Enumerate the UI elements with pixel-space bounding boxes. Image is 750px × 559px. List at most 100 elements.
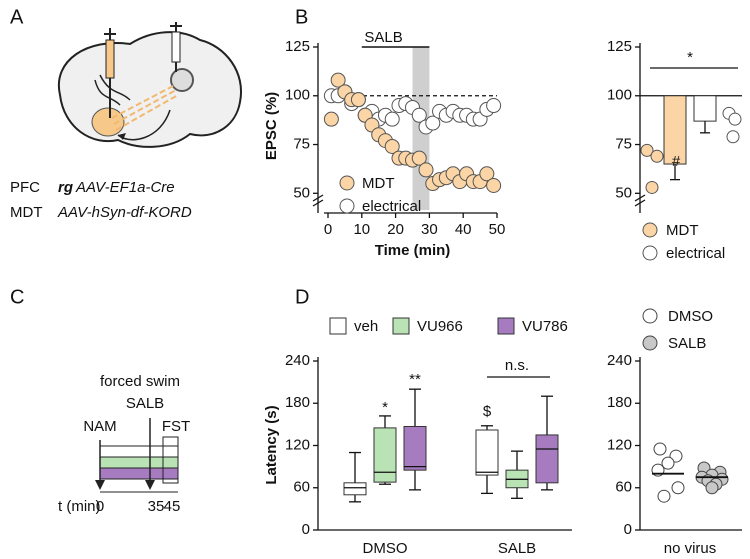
legend-marker [329,317,347,335]
brain-schematic [57,22,243,148]
annotation: * [382,399,388,416]
data-point [640,143,654,157]
y-tick-label: 75 [615,135,632,152]
panel-label: B [295,6,308,28]
y-tick-label: 120 [285,436,310,453]
data-point [418,162,434,178]
legend-label: DMSO [668,308,713,325]
legend-label: MDT [362,175,395,192]
data-point [726,130,740,144]
data-point [645,180,659,194]
x-tick-label: 20 [387,221,404,238]
region-label: MDT [10,204,43,221]
time-tick: 45 [164,498,181,515]
time-tick: 0 [96,498,104,515]
data-point [728,112,742,126]
y-tick-label: 180 [607,394,632,411]
y-tick-label: 125 [285,38,310,55]
legend-label: VU966 [417,318,463,335]
data-point [411,107,427,123]
legend-marker [392,317,410,335]
construct-label: AAV-EF1a-Cre [75,179,175,196]
y-tick-label: 120 [607,436,632,453]
y-tick-label: 0 [302,521,310,538]
data-point [479,166,495,182]
treatment-label: SALB [364,29,402,46]
legend-marker [642,222,658,238]
axis-break [312,194,324,202]
data-point [705,481,719,495]
legend-label: VU786 [522,318,568,335]
x-axis-label: Time (min) [375,242,451,259]
legend-label: veh [354,318,378,335]
construct-prefix: rg [58,179,73,196]
legend-marker [497,317,515,335]
box [403,425,427,471]
construct-label: AAV-hSyn-df-KORD [57,204,192,221]
box [535,434,559,484]
legend-marker [642,335,658,351]
region-label: PFC [10,179,40,196]
bar [693,95,717,122]
annotation: # [672,153,681,170]
y-tick-label: 60 [293,479,310,496]
y-tick-label: 50 [615,184,632,201]
annotation: n.s. [505,357,529,374]
x-tick-label: 10 [353,221,370,238]
y-tick-label: 100 [607,87,632,104]
legend-marker [642,245,658,261]
data-point [425,115,441,131]
box [343,482,367,496]
data-point [653,442,667,456]
pretreat-label: NAM [83,418,116,435]
panel-label: A [10,6,24,28]
legend-label: SALB [668,335,706,352]
x-tick-label: DMSO [363,540,408,557]
x-tick-label: 40 [455,221,472,238]
y-axis-label: EPSC (%) [263,92,280,160]
box [373,427,397,483]
panel-label: C [10,286,24,308]
y-tick-label: 240 [285,352,310,369]
x-tick-label: no virus [664,540,717,557]
data-point [661,456,675,470]
data-point [384,138,400,154]
y-axis-label: Latency (s) [263,405,280,484]
legend-marker [642,308,658,324]
data-point [384,111,400,127]
y-tick-label: 75 [293,135,310,152]
x-tick-label: SALB [498,540,536,557]
y-tick-label: 240 [607,352,632,369]
x-tick-label: 0 [324,221,332,238]
legend-marker [339,198,355,214]
axis-break [312,199,324,207]
data-point [323,111,339,127]
axis-break [634,199,646,207]
test-label: FST [162,418,190,435]
y-tick-label: 100 [285,87,310,104]
x-tick-label: 30 [421,221,438,238]
annotation: $ [483,403,492,420]
time-label: t (min) [58,498,101,515]
y-tick-label: 60 [615,479,632,496]
legend-marker [339,175,355,191]
y-tick-label: 0 [624,521,632,538]
legend-label: electrical [666,245,725,262]
annotation: ** [409,371,421,388]
panel-label: D [295,286,309,308]
data-point [650,149,664,163]
data-point [671,481,685,495]
drug-label: SALB [126,395,164,412]
y-tick-label: 50 [293,184,310,201]
data-point [486,98,502,114]
annotation: * [687,49,693,66]
data-point [486,177,502,193]
y-tick-label: 180 [285,394,310,411]
data-point [411,150,427,166]
data-point [657,489,671,503]
data-point [350,92,366,108]
time-tick: 35 [148,498,165,515]
box [475,429,499,476]
